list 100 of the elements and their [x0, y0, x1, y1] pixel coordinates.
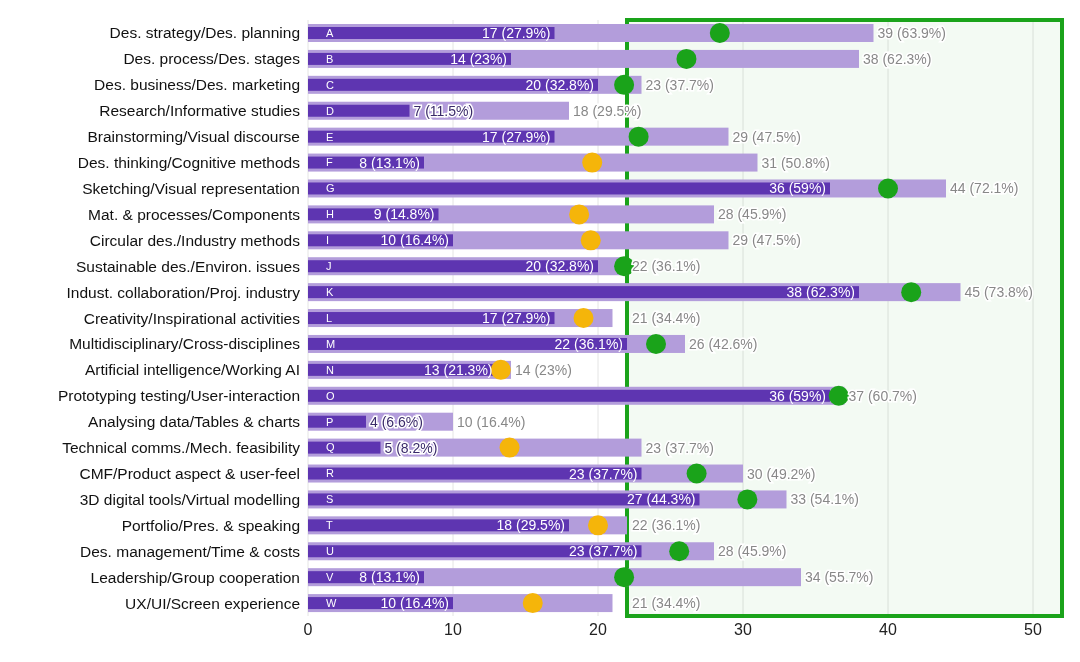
- data-label: 39 (63.9%): [877, 25, 946, 41]
- point: [709, 23, 730, 43]
- y-tick-label: Portfolio/Pres. & speaking: [121, 516, 300, 534]
- point: [628, 126, 649, 147]
- y-tick-label: Des. thinking/Cognitive methods: [77, 154, 301, 172]
- point: [737, 489, 758, 510]
- point: [901, 282, 922, 303]
- point: [669, 541, 690, 562]
- data-label: 23 (37.7%): [569, 465, 638, 482]
- y-tick-label: Multidisciplinary/Cross-disciplines: [69, 335, 301, 353]
- bar: [308, 104, 410, 117]
- data-label: 23 (37.7%): [569, 543, 638, 560]
- x-tick-label: 30: [734, 621, 752, 639]
- data-label: 26 (42.6%): [689, 335, 758, 352]
- annotation: W: [326, 596, 337, 609]
- point: [490, 359, 511, 380]
- point: [499, 437, 520, 458]
- point: [878, 178, 898, 199]
- data-label: 34 (55.7%): [805, 569, 874, 586]
- y-tick-label: Des. management/Time & costs: [80, 542, 301, 560]
- annotation: P: [326, 415, 334, 428]
- data-label: 28 (45.9%): [718, 543, 787, 560]
- data-label: 22 (36.1%): [632, 517, 701, 534]
- point: [569, 204, 590, 225]
- data-label: 5 (8.2%): [384, 439, 438, 456]
- point: [614, 74, 635, 95]
- y-tick-label: Sustainable des./Environ. issues: [75, 257, 301, 275]
- y-tick-label: Des. process/Des. stages: [123, 50, 301, 68]
- point: [828, 385, 849, 406]
- data-label: 20 (32.8%): [525, 76, 594, 93]
- y-tick-label: Indust. collaboration/Proj. industry: [66, 283, 301, 301]
- data-label: 4 (6.6%): [370, 413, 423, 430]
- data-label: 17 (27.9%): [482, 310, 551, 327]
- data-label: 31 (50.8%): [761, 154, 830, 171]
- annotation: V: [326, 571, 334, 584]
- point: [614, 567, 635, 588]
- point: [646, 333, 666, 354]
- bar: [308, 493, 700, 506]
- x-tick-label: 50: [1024, 621, 1042, 639]
- annotation: S: [326, 493, 334, 506]
- y-tick-label: Technical comms./Mech. feasibility: [62, 439, 301, 457]
- data-label: 45 (73.8%): [964, 284, 1033, 301]
- data-label: 10 (16.4%): [457, 413, 526, 430]
- data-label: 30 (49.2%): [747, 465, 816, 482]
- y-tick-label: 3D digital tools/Virtual modelling: [79, 490, 300, 508]
- data-label: 36 (59%): [769, 180, 826, 197]
- data-label: 8 (13.1%): [359, 569, 420, 586]
- bar: [308, 286, 859, 299]
- data-label: 21 (34.4%): [632, 310, 701, 327]
- data-label: 44 (72.1%): [950, 180, 1019, 197]
- annotation: A: [326, 26, 334, 39]
- y-tick-label: UX/UI/Screen experience: [125, 594, 300, 612]
- annotation: O: [326, 389, 335, 402]
- data-label: 17 (27.9%): [482, 25, 551, 41]
- data-label: 23 (37.7%): [645, 76, 714, 93]
- data-label: 7 (11.5%): [413, 102, 474, 119]
- y-tick-label: Mat. & processes/Components: [88, 205, 301, 223]
- data-label: 9 (14.8%): [373, 206, 435, 223]
- annotation: F: [326, 156, 333, 169]
- annotation: Q: [326, 441, 335, 454]
- data-label: 14 (23%): [515, 361, 572, 378]
- data-label: 33 (54.1%): [790, 491, 859, 508]
- x-tick-label: 20: [589, 621, 607, 639]
- data-label: 23 (37.7%): [645, 439, 714, 456]
- bar: [308, 182, 830, 195]
- point: [580, 230, 601, 251]
- data-label: 29 (47.5%): [732, 128, 801, 145]
- point: [686, 463, 707, 484]
- y-tick-label: Leadership/Group cooperation: [90, 568, 300, 586]
- annotation: I: [326, 234, 330, 247]
- annotation: K: [326, 285, 334, 298]
- y-tick-label: Artificial intelligence/Working AI: [84, 361, 300, 379]
- data-label: 17 (27.9%): [482, 128, 551, 145]
- annotation: J: [326, 260, 332, 273]
- bar: [308, 415, 366, 428]
- data-label: 10 (16.4%): [380, 595, 449, 612]
- annotation: H: [326, 208, 334, 221]
- data-label: 37 (60.7%): [848, 387, 917, 404]
- data-label: 27 (44.3%): [627, 491, 696, 508]
- x-tick-label: 0: [303, 621, 313, 639]
- data-label: 14 (23%): [450, 50, 507, 67]
- annotation: L: [326, 311, 333, 324]
- data-label: 10 (16.4%): [380, 232, 449, 249]
- point: [676, 48, 697, 69]
- data-label: 38 (62.3%): [863, 50, 932, 67]
- bar: [308, 545, 642, 558]
- annotation: D: [326, 104, 334, 117]
- y-tick-label: Sketching/Visual representation: [82, 179, 300, 197]
- annotation: M: [326, 337, 336, 350]
- point: [522, 593, 543, 614]
- bar: [308, 441, 381, 454]
- data-label: 8 (13.1%): [359, 154, 420, 171]
- x-tick-label: 40: [879, 621, 897, 639]
- y-tick-label: Analysing data/Tables & charts: [88, 413, 301, 431]
- y-tick-label: Creativity/Inspirational activities: [83, 309, 301, 327]
- data-label: 18 (29.5%): [496, 517, 565, 534]
- point: [573, 308, 594, 329]
- point: [588, 515, 608, 536]
- data-label: 22 (36.1%): [554, 335, 623, 352]
- annotation: C: [326, 78, 334, 91]
